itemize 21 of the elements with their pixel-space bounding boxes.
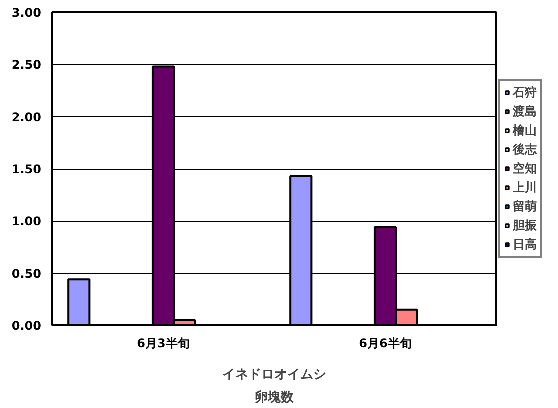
legend-label: 檜山 [513, 122, 537, 139]
legend-label: 上川 [513, 179, 537, 196]
legend-label: 留萌 [513, 198, 537, 215]
legend-label: 日高 [513, 236, 537, 253]
y-tick-label: 1.50 [12, 162, 42, 176]
x-tick-label: 6月3半旬 [137, 336, 190, 350]
legend-label: 渡島 [513, 103, 537, 120]
bar [68, 278, 91, 326]
y-tick-label: 2.50 [12, 58, 42, 72]
y-tick-label: 2.00 [12, 110, 42, 124]
legend-label: 胆振 [513, 217, 537, 234]
legend-label: 石狩 [513, 84, 537, 101]
legend-label: 空知 [513, 160, 537, 177]
legend-label: 後志 [513, 141, 537, 158]
text: 卵塊数 [254, 390, 295, 406]
y-tick-label: 1.00 [12, 214, 42, 229]
y-tick-label: 0.50 [12, 266, 42, 281]
x-tick-label: 6月6半旬 [359, 336, 412, 350]
x-axis-title: イネドロオイムシ [222, 368, 326, 382]
y-tick-label: 0.00 [12, 319, 42, 333]
y-tick-label: 3.00 [12, 6, 42, 20]
